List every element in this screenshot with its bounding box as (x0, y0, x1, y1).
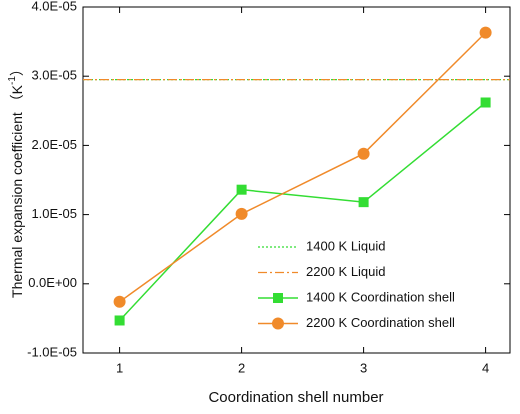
legend-label: 2200 K Coordination shell (306, 315, 455, 330)
legend-marker (273, 293, 283, 303)
x-tick-label: 1 (116, 360, 123, 375)
x-axis-label: Coordination shell number (208, 389, 383, 406)
y-label-end: ） (9, 62, 25, 76)
y-tick-label: 4.0E-05 (31, 0, 77, 13)
marker (113, 295, 126, 308)
marker (236, 184, 247, 195)
series-line (119, 32, 487, 303)
legend-label: 1400 K Coordination shell (306, 289, 455, 304)
legend-marker (272, 317, 284, 330)
y-axis-label: Thermal expansion coefficient （K-1） (7, 62, 25, 298)
marker (358, 197, 369, 208)
legend-label: 2200 K Liquid (306, 264, 386, 279)
y-tick-label: 1.0E-05 (31, 206, 77, 221)
y-tick-label: 0.0E+00 (28, 275, 77, 290)
marker (235, 207, 248, 220)
marker (114, 315, 125, 326)
y-tick-label: 2.0E-05 (31, 137, 77, 152)
marker (479, 26, 492, 39)
series-line (119, 101, 487, 321)
y-label-main: Thermal expansion coefficient （K (9, 84, 25, 298)
marker (357, 147, 370, 160)
y-tick-label: -1.0E-05 (27, 344, 77, 359)
x-tick-label: 4 (482, 360, 489, 375)
x-tick-label: 2 (238, 360, 245, 375)
legend-label: 1400 K Liquid (306, 238, 386, 253)
marker (480, 97, 491, 108)
y-tick-label: 3.0E-05 (31, 68, 77, 83)
y-label-sup: -1 (7, 76, 18, 85)
plot-frame (82, 6, 511, 354)
x-tick-label: 3 (360, 360, 367, 375)
